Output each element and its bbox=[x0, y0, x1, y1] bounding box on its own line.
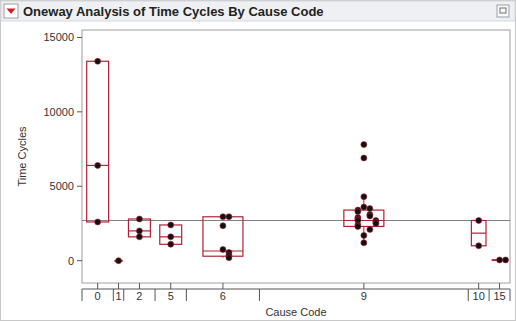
x-tick-label: 15 bbox=[493, 290, 505, 302]
point bbox=[355, 209, 361, 215]
point bbox=[361, 204, 367, 210]
point bbox=[168, 241, 174, 247]
mean-line bbox=[82, 220, 510, 221]
point bbox=[226, 255, 232, 261]
plot-marks bbox=[82, 58, 510, 263]
y-tick bbox=[77, 37, 82, 38]
point bbox=[95, 58, 101, 64]
x-group-separator bbox=[468, 289, 469, 301]
point bbox=[476, 243, 482, 249]
median bbox=[471, 233, 486, 234]
x-tick-label: 6 bbox=[220, 290, 226, 302]
x-tick bbox=[139, 283, 140, 289]
title: Oneway Analysis of Time Cycles By Cause … bbox=[23, 4, 324, 19]
outline-icon-inner bbox=[500, 8, 506, 13]
point bbox=[361, 155, 367, 161]
point bbox=[367, 213, 373, 219]
menu-icon-box bbox=[4, 4, 18, 18]
x-tick-label: 1 bbox=[115, 290, 121, 302]
point bbox=[361, 232, 367, 238]
x-tick-label: 9 bbox=[361, 290, 367, 302]
x-tick bbox=[222, 283, 223, 289]
point bbox=[136, 228, 142, 234]
point bbox=[226, 214, 232, 220]
x-axis-label: Cause Code bbox=[265, 306, 326, 318]
y-axis-label: Time Cycles bbox=[16, 126, 28, 187]
box bbox=[203, 217, 243, 256]
point bbox=[95, 219, 101, 225]
outline-icon[interactable] bbox=[497, 5, 509, 17]
chart: Oneway Analysis of Time Cycles By Cause … bbox=[0, 0, 516, 321]
x-tick-label: 0 bbox=[95, 290, 101, 302]
point bbox=[136, 234, 142, 240]
outline-icon-box bbox=[497, 5, 509, 17]
y-tick bbox=[77, 260, 82, 261]
y-tick-label: 5000 bbox=[50, 180, 74, 192]
point bbox=[168, 222, 174, 228]
x-tick bbox=[499, 283, 500, 289]
y-tick bbox=[77, 111, 82, 112]
point bbox=[476, 217, 482, 223]
x-tick bbox=[170, 283, 171, 289]
x-group-separator bbox=[82, 289, 83, 301]
x-axis-line bbox=[82, 289, 510, 290]
x-tick bbox=[478, 283, 479, 289]
point bbox=[136, 216, 142, 222]
x-tick-label: 2 bbox=[136, 290, 142, 302]
panel bbox=[1, 1, 516, 321]
menu-icon[interactable] bbox=[4, 4, 18, 18]
x-group-separator bbox=[155, 289, 156, 301]
point bbox=[116, 258, 122, 264]
point bbox=[367, 206, 373, 212]
point bbox=[355, 223, 361, 229]
y-tick-label: 10000 bbox=[43, 106, 74, 118]
point bbox=[503, 257, 509, 263]
x-group-separator bbox=[123, 289, 124, 301]
point bbox=[497, 257, 503, 263]
menu-triangle bbox=[7, 9, 16, 15]
box bbox=[471, 220, 486, 245]
x-group-separator bbox=[510, 289, 511, 301]
point bbox=[361, 194, 367, 200]
point bbox=[361, 240, 367, 246]
point bbox=[373, 220, 379, 226]
x-tick-label: 10 bbox=[473, 290, 485, 302]
y-tick bbox=[77, 186, 82, 187]
plot-frame bbox=[82, 30, 510, 283]
box bbox=[344, 210, 384, 226]
x-group-separator bbox=[259, 289, 260, 301]
box bbox=[87, 61, 109, 222]
point bbox=[220, 223, 226, 229]
point bbox=[95, 162, 101, 168]
x-tick bbox=[363, 283, 364, 289]
point bbox=[168, 234, 174, 240]
point bbox=[220, 214, 226, 220]
x-tick-label: 5 bbox=[168, 290, 174, 302]
x-group-separator bbox=[489, 289, 490, 301]
header bbox=[1, 1, 515, 21]
x-tick bbox=[118, 283, 119, 289]
point bbox=[367, 226, 373, 232]
x-group-separator bbox=[113, 289, 114, 301]
y-tick-label: 15000 bbox=[43, 31, 74, 43]
y-tick-label: 0 bbox=[68, 255, 74, 267]
x-tick bbox=[97, 283, 98, 289]
x-group-separator bbox=[186, 289, 187, 301]
point bbox=[361, 142, 367, 148]
point bbox=[220, 247, 226, 253]
